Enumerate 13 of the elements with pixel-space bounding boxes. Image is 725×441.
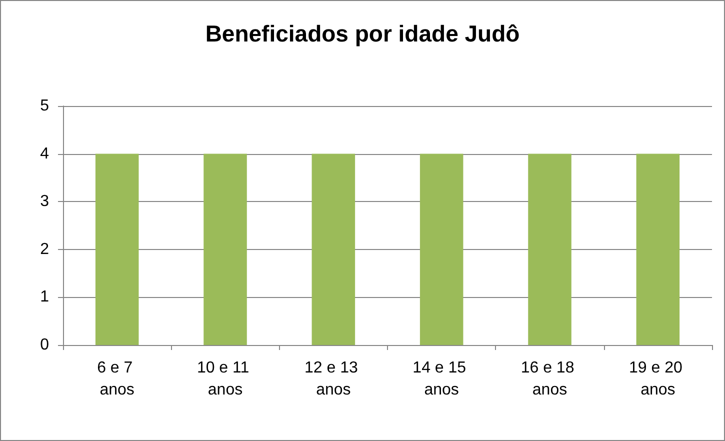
x-tick-label: 10 e 11 anos — [196, 360, 254, 398]
x-tick-label: 14 e 15 anos — [412, 360, 470, 398]
y-tick-label: 5 — [40, 98, 50, 114]
y-tick-label: 0 — [40, 336, 50, 354]
x-tick-label: 12 e 13 anos — [304, 360, 362, 398]
x-tick-label: 6 e 7 anos — [97, 360, 138, 398]
y-tick-label: 1 — [40, 288, 50, 306]
y-tick-label: 4 — [40, 145, 50, 162]
y-tick-label: 2 — [40, 240, 50, 258]
x-tick-label: 16 e 18 anos — [520, 360, 579, 398]
chart-title: Beneficiados por idade Judô — [205, 20, 520, 46]
x-tick-label: 19 e 20 anos — [629, 360, 687, 398]
y-tick-label: 3 — [40, 193, 50, 210]
